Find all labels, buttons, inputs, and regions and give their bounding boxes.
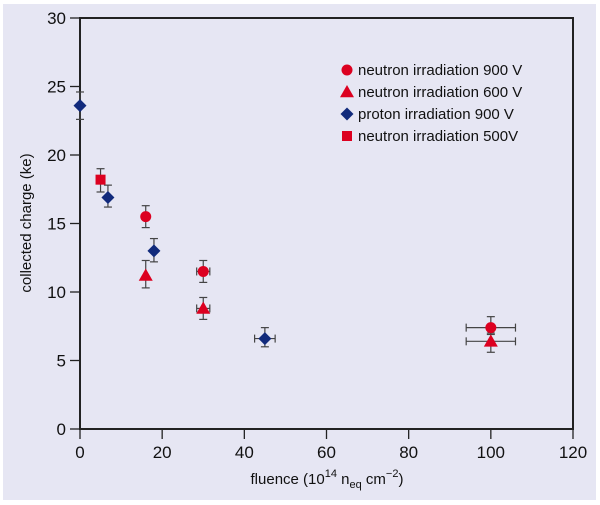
data-point-circle xyxy=(485,322,497,334)
legend-label: proton irradiation 900 V xyxy=(358,106,514,123)
legend-label: neutron irradiation 500V xyxy=(358,128,518,145)
legend-marker-triangle xyxy=(340,85,354,98)
data-point-triangle xyxy=(138,268,153,281)
x-tick-label: 80 xyxy=(399,443,418,462)
data-markers xyxy=(73,99,498,347)
data-point-diamond xyxy=(147,244,161,258)
data-point-diamond xyxy=(73,99,87,113)
x-tick-label: 0 xyxy=(75,443,84,462)
x-tick-label: 120 xyxy=(559,443,587,462)
y-tick-label: 10 xyxy=(47,283,66,302)
legend-item: proton irradiation 900 V xyxy=(340,106,514,123)
legend-item: neutron irradiation 500V xyxy=(342,128,518,145)
legend-marker-circle xyxy=(341,64,353,76)
y-tick-label: 0 xyxy=(57,420,66,439)
x-tick-label: 100 xyxy=(477,443,505,462)
x-axis-title-prefix: fluence (10 xyxy=(251,471,325,488)
x-axis-title: fluence (1014 neq cm−2) xyxy=(251,468,404,491)
x-axis-title-sub: eq xyxy=(350,479,362,491)
legend-item: neutron irradiation 600 V xyxy=(340,84,522,101)
axes: 0 5 10 15 20 25 30 0 20 40 60 80 100 120 xyxy=(47,9,587,462)
legend: neutron irradiation 900 V neutron irradia… xyxy=(340,62,522,145)
x-tick-label: 60 xyxy=(317,443,336,462)
y-tick-label: 15 xyxy=(47,215,66,234)
legend-marker-square xyxy=(342,131,352,141)
x-axis-title-mid2: cm xyxy=(362,471,386,488)
x-tick-label: 20 xyxy=(153,443,172,462)
y-tick-label: 5 xyxy=(57,352,66,371)
x-axis-title-mid: n xyxy=(337,471,350,488)
y-tick-label: 20 xyxy=(47,146,66,165)
data-point-triangle xyxy=(483,334,498,347)
data-point-circle xyxy=(197,265,209,277)
x-tick-label: 40 xyxy=(235,443,254,462)
y-tick-label: 30 xyxy=(47,9,66,28)
data-point-square xyxy=(95,174,106,185)
plot-frame xyxy=(79,17,574,430)
data-point-diamond xyxy=(101,190,115,204)
chart-background-panel xyxy=(3,4,596,500)
data-point-circle xyxy=(140,211,152,223)
x-axis-title-suffix: ) xyxy=(398,471,403,488)
data-point-triangle xyxy=(196,301,211,314)
legend-label: neutron irradiation 900 V xyxy=(358,62,522,79)
y-tick-label: 25 xyxy=(47,78,66,97)
data-point-diamond xyxy=(258,332,272,346)
x-axis-title-sup1: 14 xyxy=(325,468,337,480)
legend-item: neutron irradiation 900 V xyxy=(341,62,522,79)
y-axis-title: collected charge (ke) xyxy=(18,153,35,292)
x-axis-title-sup2: −2 xyxy=(386,468,399,480)
legend-marker-diamond xyxy=(340,107,354,121)
legend-label: neutron irradiation 600 V xyxy=(358,84,522,101)
